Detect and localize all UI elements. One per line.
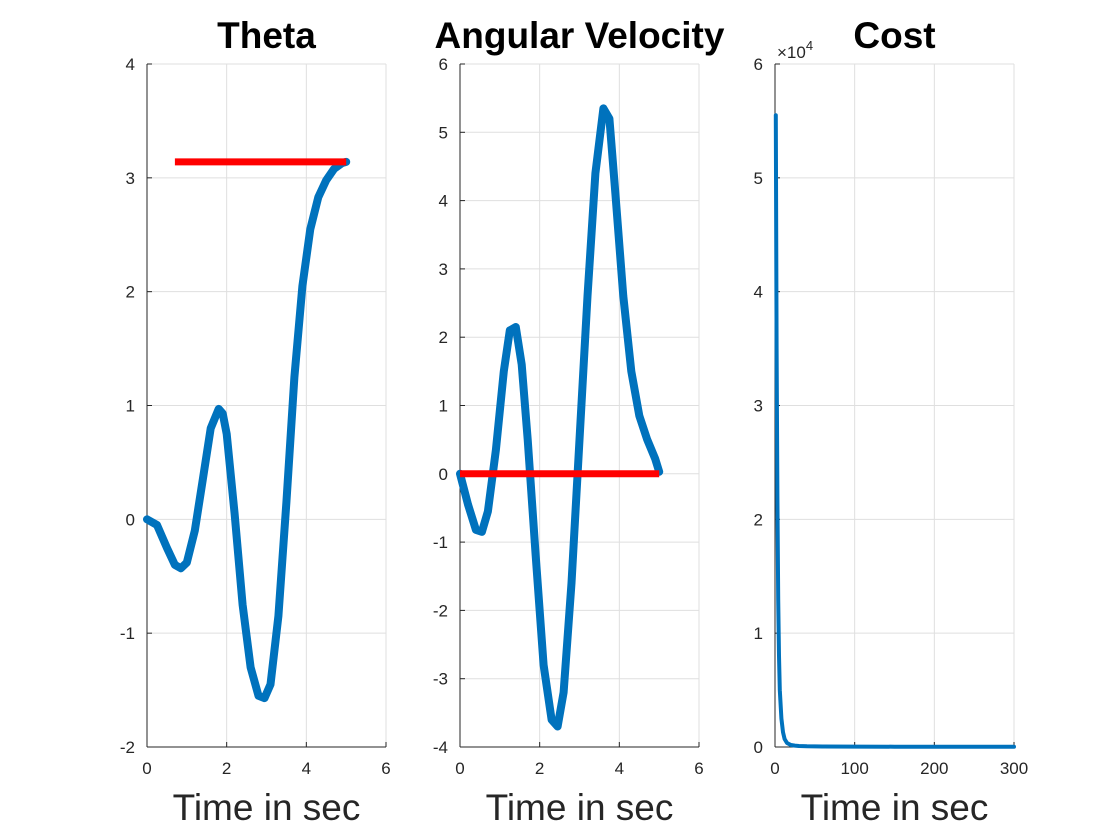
y-tick-label: 1: [126, 397, 135, 416]
x-axis-label: Time in sec: [801, 787, 989, 828]
y-tick-label: 6: [439, 55, 448, 74]
x-tick-label: 100: [840, 759, 868, 778]
y-tick-label: -1: [120, 624, 135, 643]
chart-title: Angular Velocity: [435, 15, 725, 56]
y-tick-label: -1: [433, 533, 448, 552]
y-tick-label: 3: [439, 260, 448, 279]
x-tick-label: 0: [770, 759, 779, 778]
x-tick-label: 6: [694, 759, 703, 778]
y-tick-label: 2: [439, 328, 448, 347]
y-tick-label: 4: [754, 283, 763, 302]
x-tick-label: 6: [381, 759, 390, 778]
chart-title: Theta: [217, 15, 316, 56]
y-tick-label: 0: [754, 738, 763, 757]
x-axis-label: Time in sec: [173, 787, 361, 828]
y-tick-label: -2: [120, 738, 135, 757]
y-tick-label: 1: [439, 397, 448, 416]
x-tick-label: 200: [920, 759, 948, 778]
x-tick-label: 0: [455, 759, 464, 778]
y-tick-label: 2: [754, 510, 763, 529]
x-axis-label: Time in sec: [486, 787, 674, 828]
y-tick-label: 4: [126, 55, 135, 74]
x-tick-label: 4: [615, 759, 624, 778]
y-exponent-label: ×104: [777, 38, 813, 62]
y-tick-label: 4: [439, 192, 448, 211]
series-line-1: [773, 113, 1016, 749]
series-line-1: [143, 157, 351, 703]
y-tick-label: 6: [754, 55, 763, 74]
y-tick-label: 5: [439, 123, 448, 142]
x-tick-label: 300: [1000, 759, 1028, 778]
y-tick-label: -2: [433, 601, 448, 620]
series-line-1: [456, 104, 664, 731]
y-tick-label: 3: [126, 169, 135, 188]
x-tick-label: 2: [222, 759, 231, 778]
x-tick-label: 2: [535, 759, 544, 778]
y-tick-label: 1: [754, 624, 763, 643]
subplot-theta: 0 2 4 6 -2 -1 0 1 2 3 4 Theta Time in sec: [120, 15, 391, 828]
y-tick-label: 0: [126, 510, 135, 529]
chart-title: Cost: [853, 15, 935, 56]
y-tick-label: 2: [126, 283, 135, 302]
y-tick-label: -4: [433, 738, 448, 757]
y-tick-label: -3: [433, 670, 448, 689]
subplot-cost: 0 100 200 300 0 1 2 3 4 5 6 ×104 Cost Time in sec: [754, 15, 1029, 828]
x-tick-label: 4: [302, 759, 311, 778]
y-tick-label: 0: [439, 465, 448, 484]
y-tick-label: 3: [754, 397, 763, 416]
x-tick-label: 0: [142, 759, 151, 778]
y-tick-label: 5: [754, 169, 763, 188]
